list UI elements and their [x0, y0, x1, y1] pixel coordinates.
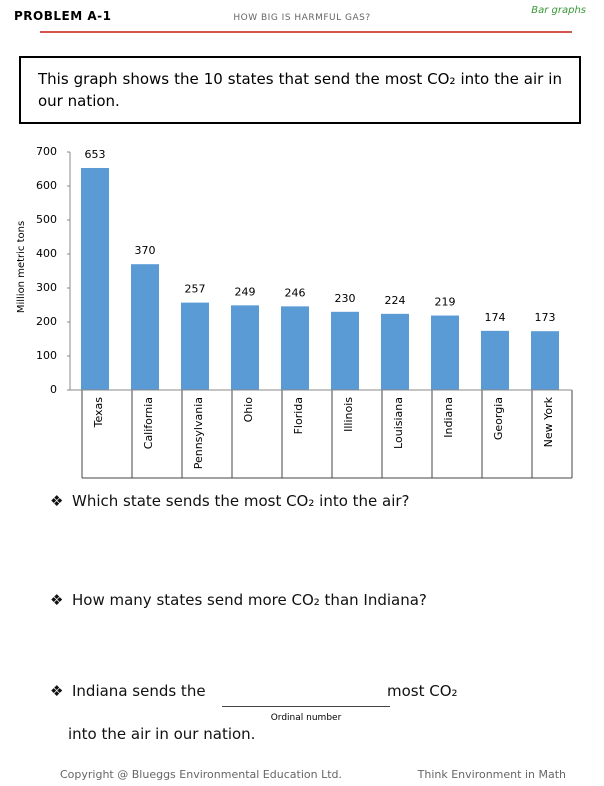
value-label: 249 [235, 285, 256, 298]
x-tick-label: Ohio [242, 397, 255, 423]
y-tick-label: 300 [36, 281, 57, 294]
question: ❖ Indiana sends the [50, 682, 206, 700]
bar [81, 167, 109, 390]
copyright: Copyright @ Blueggs Environmental Educat… [60, 768, 342, 781]
x-tick-label: Texas [92, 397, 105, 429]
x-tick-label: Florida [292, 397, 305, 434]
bar [181, 302, 209, 390]
question: ❖ Which state sends the most CO₂ into the… [50, 492, 410, 510]
bar [331, 311, 359, 390]
bullet: ❖ [50, 682, 64, 700]
value-label: 224 [385, 294, 406, 307]
topic: Bar graphs [531, 5, 586, 16]
question-text: Which state sends the most CO₂ into the … [72, 492, 410, 510]
header-title: HOW BIG IS HARMFUL GAS? [233, 13, 371, 23]
problem-number: PROBLEM A-1 [14, 9, 112, 23]
question-text: into the air in our nation. [68, 725, 256, 743]
value-label: 370 [135, 244, 156, 257]
footer-tagline: Think Environment in Math [417, 768, 566, 781]
bullet: ❖ [50, 492, 64, 510]
x-tick-label: California [142, 397, 155, 449]
value-label: 246 [285, 286, 306, 299]
x-tick-label: New York [542, 396, 555, 447]
x-tick-label: Louisiana [392, 397, 405, 449]
bar [531, 331, 559, 390]
bar [381, 313, 409, 390]
y-tick-label: 0 [50, 383, 57, 396]
blank-hint: Ordinal number [270, 713, 342, 723]
x-tick-label: Indiana [442, 397, 455, 438]
bar [431, 315, 459, 390]
y-axis-label: Million metric tons [16, 221, 27, 313]
y-tick-label: 400 [36, 247, 57, 260]
y-tick-label: 200 [36, 315, 57, 328]
x-tick-label: Illinois [342, 397, 355, 432]
y-tick-label: 100 [36, 349, 57, 362]
question-text: most CO₂ [387, 682, 458, 700]
value-label: 230 [335, 292, 356, 305]
bar [231, 305, 259, 390]
question: ❖ How many states send more CO₂ than Indi… [50, 591, 427, 609]
y-tick-label: 500 [36, 213, 57, 226]
intro-box: This graph shows the 10 states that send… [19, 56, 581, 124]
value-label: 219 [435, 296, 456, 309]
x-tick-label: Pennsylvania [192, 397, 205, 469]
question-text: How many states send more CO₂ than India… [72, 591, 427, 609]
bar [131, 264, 159, 390]
y-tick-label: 700 [36, 145, 57, 158]
bar [481, 330, 509, 390]
value-label: 173 [535, 311, 556, 324]
x-tick-label: Georgia [492, 397, 505, 440]
question-text: Indiana sends the [72, 682, 206, 700]
answer-blank [222, 706, 390, 707]
value-label: 653 [85, 148, 106, 161]
chart: Million metric tons 0 100 200 300 400 500 600 7… [16, 145, 573, 479]
bar [281, 306, 309, 390]
value-label: 174 [485, 311, 506, 324]
header-rule [40, 31, 572, 33]
value-label: 257 [185, 283, 206, 296]
bullet: ❖ [50, 591, 64, 609]
y-tick-label: 600 [36, 179, 57, 192]
